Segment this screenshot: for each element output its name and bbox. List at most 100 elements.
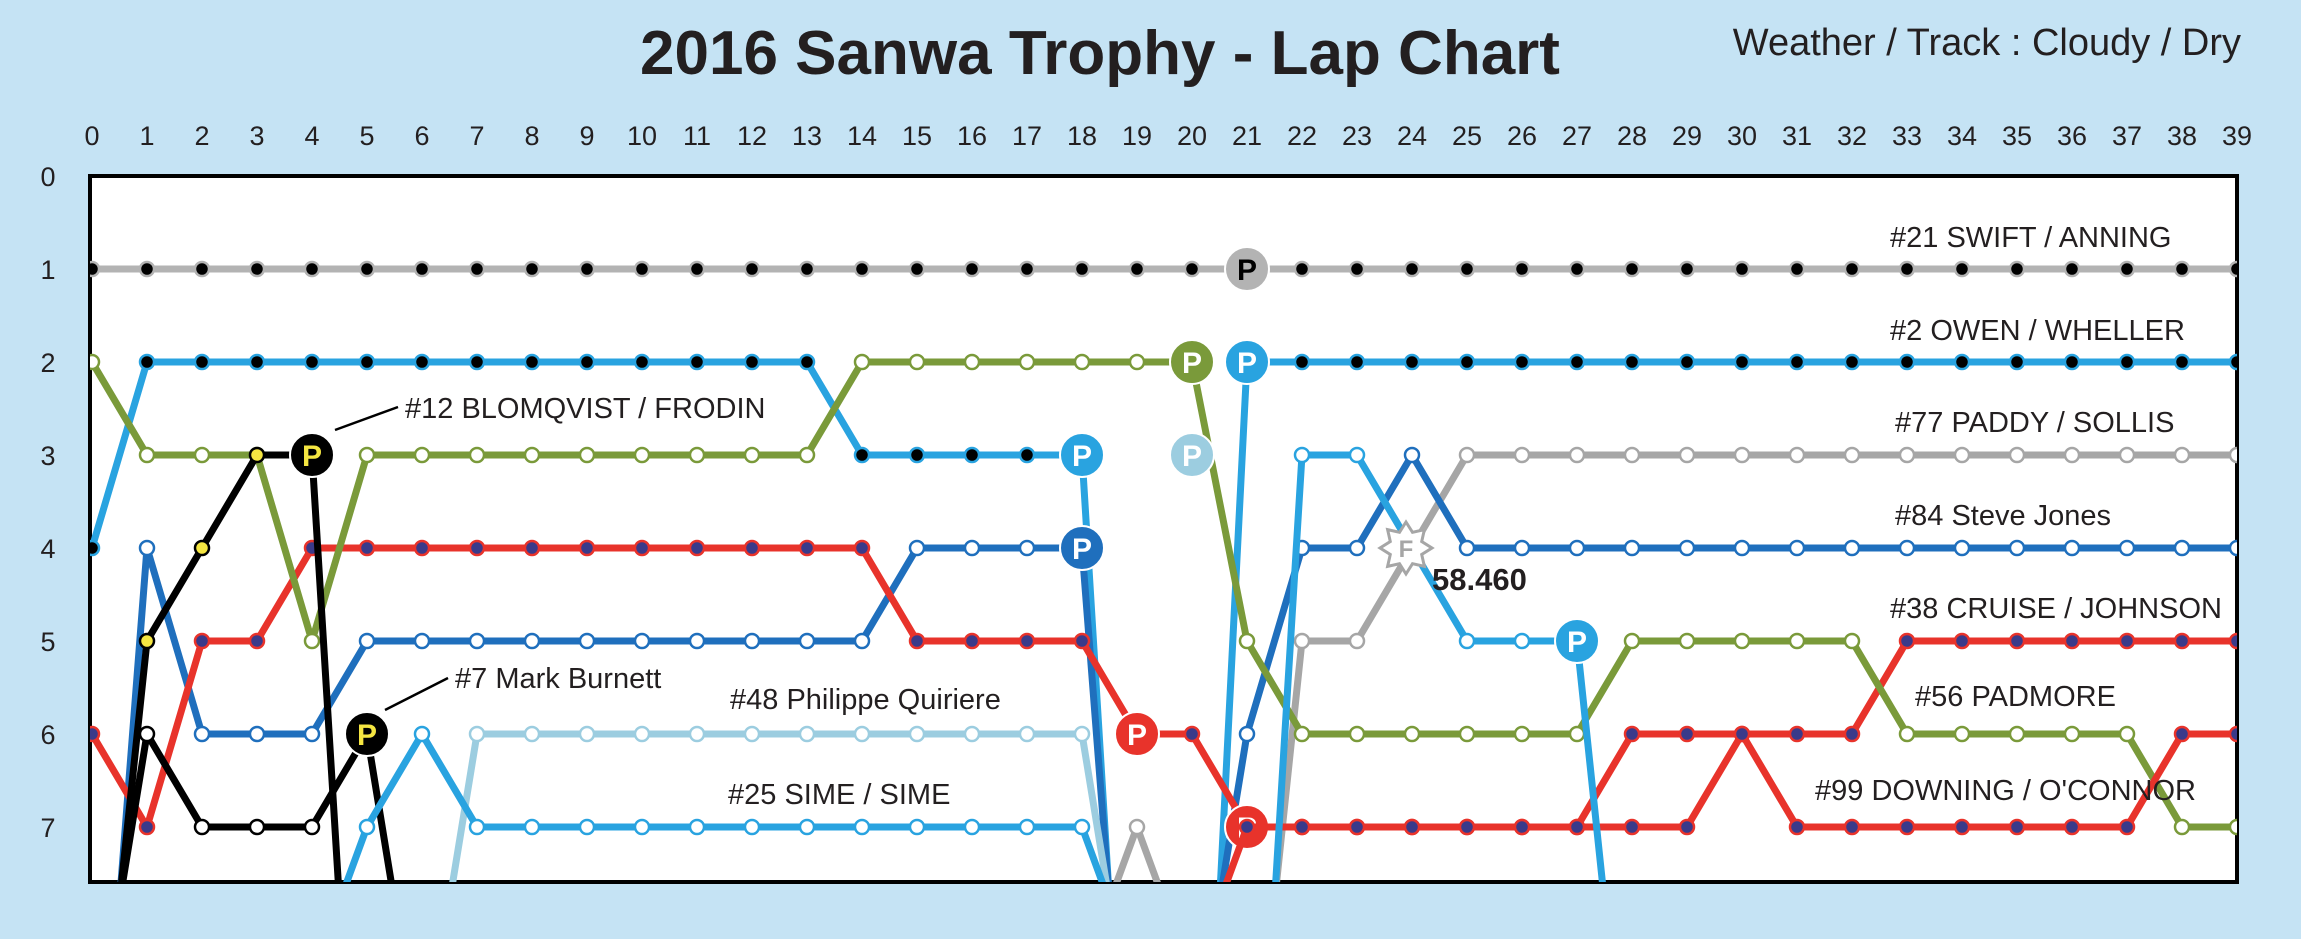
data-point xyxy=(1843,539,1861,557)
data-point xyxy=(468,725,486,743)
x-tick-label: 5 xyxy=(359,121,374,151)
data-point xyxy=(1293,353,1311,371)
series-line xyxy=(343,730,1106,882)
data-point xyxy=(1623,539,1641,557)
data-point xyxy=(798,446,816,464)
data-point xyxy=(1513,725,1531,743)
data-point xyxy=(193,353,211,371)
data-point xyxy=(1843,725,1861,743)
data-point xyxy=(1238,818,1256,836)
data-point xyxy=(963,539,981,557)
data-point xyxy=(578,260,596,278)
data-point xyxy=(1073,260,1091,278)
data-point xyxy=(2008,260,2026,278)
data-point xyxy=(358,260,376,278)
series-line xyxy=(1219,451,2237,882)
data-point xyxy=(633,632,651,650)
data-point xyxy=(1073,632,1091,650)
data-point xyxy=(1458,446,1476,464)
series-label: #7 Mark Burnett xyxy=(455,663,661,695)
data-point xyxy=(688,353,706,371)
data-point xyxy=(358,818,376,836)
data-point xyxy=(413,725,431,743)
data-point xyxy=(1348,539,1366,557)
series-line xyxy=(1223,730,2237,882)
data-point xyxy=(853,818,871,836)
data-point xyxy=(2008,725,2026,743)
data-point xyxy=(743,818,761,836)
data-point xyxy=(138,539,156,557)
data-point xyxy=(2118,539,2136,557)
series-1: PP xyxy=(90,339,2237,882)
pit-marker-label: P xyxy=(1127,719,1147,752)
data-point xyxy=(743,632,761,650)
data-point xyxy=(413,632,431,650)
data-point xyxy=(523,725,541,743)
pit-marker-label: P xyxy=(1237,254,1257,287)
data-point xyxy=(1898,353,1916,371)
data-point xyxy=(798,539,816,557)
data-point xyxy=(1348,632,1366,650)
data-point xyxy=(468,818,486,836)
data-point xyxy=(1403,818,1421,836)
series-label: #21 SWIFT / ANNING xyxy=(1890,222,2171,254)
data-point xyxy=(798,632,816,650)
data-point xyxy=(908,632,926,650)
data-point xyxy=(908,725,926,743)
series-label: #56 PADMORE xyxy=(1915,681,2116,713)
x-tick-label: 10 xyxy=(627,121,657,151)
data-point xyxy=(688,539,706,557)
series-line xyxy=(117,544,1112,882)
data-point xyxy=(1678,632,1696,650)
data-point xyxy=(523,632,541,650)
data-point xyxy=(1953,353,1971,371)
chart-title: 2016 Sanwa Trophy - Lap Chart xyxy=(640,19,1560,88)
data-point xyxy=(2118,353,2136,371)
fastest-lap-marker xyxy=(1377,519,1435,577)
data-point xyxy=(1843,353,1861,371)
data-point xyxy=(2228,632,2237,650)
data-point xyxy=(90,260,101,278)
data-point xyxy=(798,818,816,836)
series-8: P xyxy=(119,711,395,882)
data-point xyxy=(1843,632,1861,650)
data-point xyxy=(1568,539,1586,557)
series-label: #38 CRUISE / JOHNSON xyxy=(1890,593,2222,625)
data-point xyxy=(963,260,981,278)
data-point xyxy=(1403,446,1421,464)
data-point xyxy=(1293,260,1311,278)
x-tick-label: 4 xyxy=(304,121,319,151)
data-point xyxy=(1623,260,1641,278)
data-point xyxy=(2063,725,2081,743)
data-point xyxy=(1623,725,1641,743)
data-point xyxy=(1678,260,1696,278)
data-point xyxy=(468,632,486,650)
series-line xyxy=(90,358,1112,882)
data-point xyxy=(1568,260,1586,278)
data-point xyxy=(138,818,156,836)
data-point xyxy=(1128,353,1146,371)
pit-marker xyxy=(1169,339,1215,385)
series-label: #99 DOWNING / O'CONNOR xyxy=(1815,775,2196,807)
data-point xyxy=(248,725,266,743)
data-point xyxy=(688,818,706,836)
data-point xyxy=(1568,446,1586,464)
data-point xyxy=(853,353,871,371)
data-point xyxy=(633,539,651,557)
series-line xyxy=(90,358,2237,831)
y-tick-label: 5 xyxy=(40,627,55,657)
data-point xyxy=(1843,818,1861,836)
data-point xyxy=(1018,539,1036,557)
pit-marker xyxy=(1059,432,1105,478)
pit-marker xyxy=(344,711,390,757)
series-line xyxy=(1217,358,2237,882)
x-tick-label: 29 xyxy=(1672,121,1702,151)
x-tick-label: 32 xyxy=(1837,121,1867,151)
fastest-lap-value: 58.460 xyxy=(1432,562,1527,597)
pit-marker-label: P xyxy=(302,440,322,473)
data-point xyxy=(193,725,211,743)
data-point xyxy=(523,818,541,836)
pit-marker-label: P xyxy=(357,719,377,752)
data-point xyxy=(743,539,761,557)
data-point xyxy=(1458,260,1476,278)
